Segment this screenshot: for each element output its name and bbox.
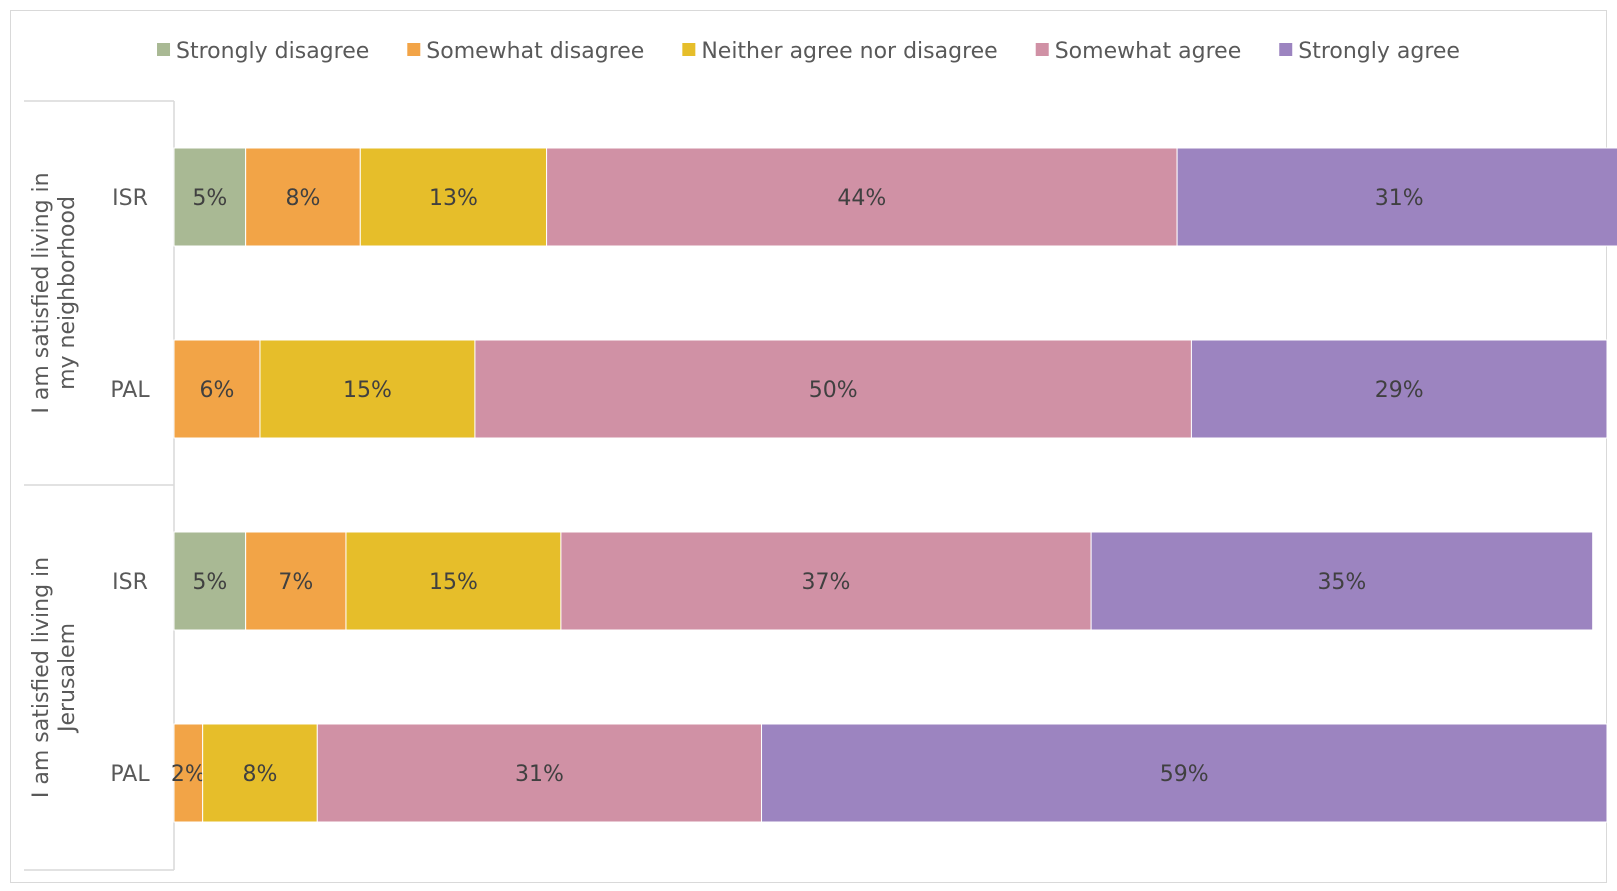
data-label: 35% — [1317, 570, 1366, 595]
legend-swatch-strongly-disagree — [157, 43, 171, 56]
legend-label-neither-agree-nor-disagree: Neither agree nor disagree — [701, 39, 997, 64]
bar-segment-strongly-disagree — [173, 147, 247, 247]
bar-segment-somewhat-agree — [560, 531, 1092, 631]
group-label-1: I am satisfied living inJerusalem — [29, 557, 80, 798]
category-label-isr: ISR — [112, 570, 148, 595]
bar-segment-somewhat-disagree — [245, 147, 361, 247]
bar-segment-neither-agree-nor-disagree — [202, 723, 318, 823]
bar-segment-somewhat-disagree — [173, 723, 204, 823]
category-label-isr: ISR — [112, 186, 148, 211]
bar-segment-strongly-agree — [761, 723, 1608, 823]
bar-segment-somewhat-agree — [474, 339, 1192, 439]
data-label: 59% — [1160, 762, 1209, 787]
category-label-pal: PAL — [110, 762, 150, 787]
legend-swatch-strongly-agree — [1279, 43, 1293, 56]
legend-swatch-somewhat-agree — [1035, 43, 1049, 56]
data-label: 15% — [343, 378, 392, 403]
data-label: 37% — [802, 570, 851, 595]
legend-label-strongly-disagree: Strongly disagree — [176, 39, 369, 64]
legend-swatch-neither-agree-nor-disagree — [682, 43, 696, 56]
data-label: 5% — [192, 186, 227, 211]
legend-label-somewhat-disagree: Somewhat disagree — [426, 39, 644, 64]
bar-segment-strongly-agree — [1176, 147, 1617, 247]
data-label: 5% — [192, 570, 227, 595]
bar-segment-neither-agree-nor-disagree — [359, 147, 548, 247]
bar-segment-somewhat-agree — [546, 147, 1178, 247]
data-label: 6% — [200, 378, 235, 403]
data-label: 44% — [837, 186, 886, 211]
data-label: 31% — [1375, 186, 1424, 211]
legend-label-somewhat-agree: Somewhat agree — [1055, 39, 1242, 64]
bar-segment-somewhat-disagree — [173, 339, 261, 439]
data-label: 29% — [1375, 378, 1424, 403]
data-label: 15% — [429, 570, 478, 595]
legend-label-strongly-agree: Strongly agree — [1298, 39, 1460, 64]
bar-segment-neither-agree-nor-disagree — [345, 531, 562, 631]
data-label: 2% — [171, 762, 206, 787]
category-label-pal: PAL — [110, 378, 150, 403]
bar-segment-somewhat-disagree — [245, 531, 347, 631]
group-label-0: I am satisfied living inmy neighborhood — [29, 172, 80, 413]
bar-segment-strongly-agree — [1090, 531, 1594, 631]
data-label: 8% — [286, 186, 321, 211]
data-label: 50% — [809, 378, 858, 403]
bar-segment-somewhat-agree — [316, 723, 763, 823]
data-label: 31% — [515, 762, 564, 787]
data-label: 8% — [243, 762, 278, 787]
bar-segment-neither-agree-nor-disagree — [259, 339, 476, 439]
data-label: 13% — [429, 186, 478, 211]
bar-segment-strongly-agree — [1190, 339, 1608, 439]
legend-swatch-somewhat-disagree — [407, 43, 421, 56]
data-label: 7% — [278, 570, 313, 595]
